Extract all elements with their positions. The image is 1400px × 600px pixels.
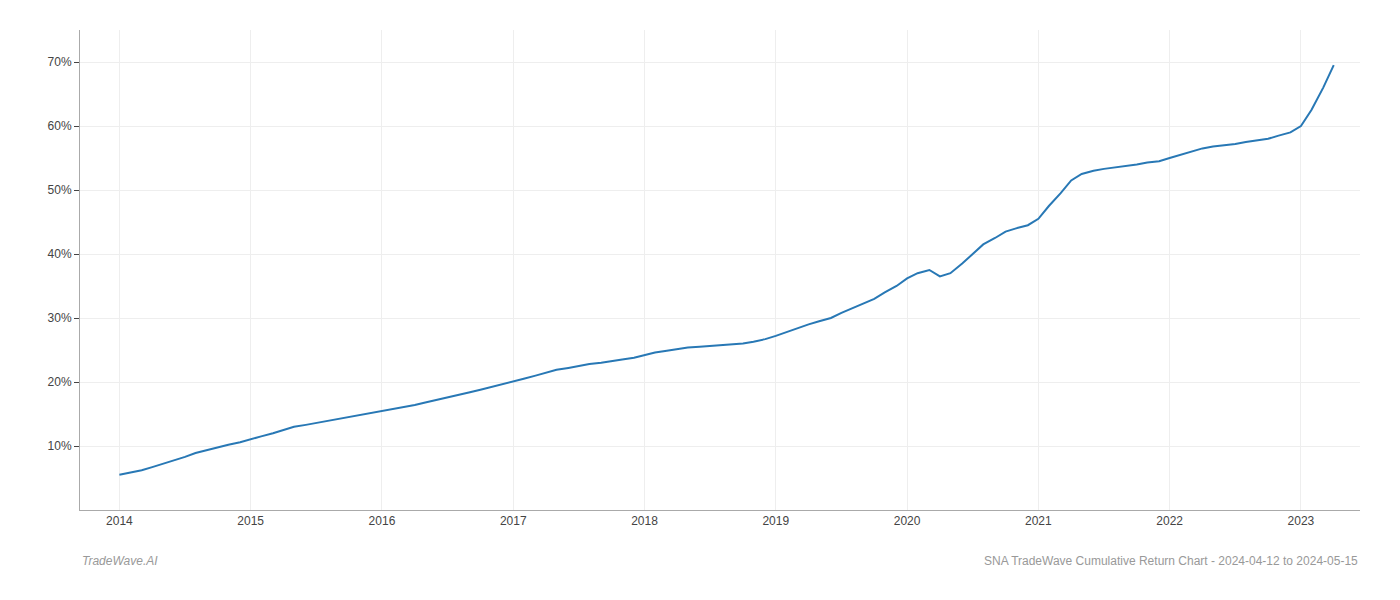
svg-text:50%: 50% xyxy=(48,183,72,197)
svg-text:10%: 10% xyxy=(48,439,72,453)
svg-text:70%: 70% xyxy=(48,55,72,69)
svg-text:TradeWave.AI: TradeWave.AI xyxy=(82,554,158,568)
svg-text:2021: 2021 xyxy=(1025,514,1052,528)
svg-text:2018: 2018 xyxy=(631,514,658,528)
svg-text:40%: 40% xyxy=(48,247,72,261)
svg-text:SNA TradeWave Cumulative Retur: SNA TradeWave Cumulative Return Chart - … xyxy=(984,554,1358,568)
svg-text:2019: 2019 xyxy=(762,514,789,528)
svg-text:30%: 30% xyxy=(48,311,72,325)
svg-text:2017: 2017 xyxy=(500,514,527,528)
svg-text:2020: 2020 xyxy=(894,514,921,528)
svg-text:2016: 2016 xyxy=(369,514,396,528)
svg-text:2014: 2014 xyxy=(106,514,133,528)
svg-text:2023: 2023 xyxy=(1288,514,1315,528)
svg-text:2022: 2022 xyxy=(1156,514,1183,528)
svg-text:20%: 20% xyxy=(48,375,72,389)
svg-text:60%: 60% xyxy=(48,119,72,133)
svg-text:2015: 2015 xyxy=(237,514,264,528)
